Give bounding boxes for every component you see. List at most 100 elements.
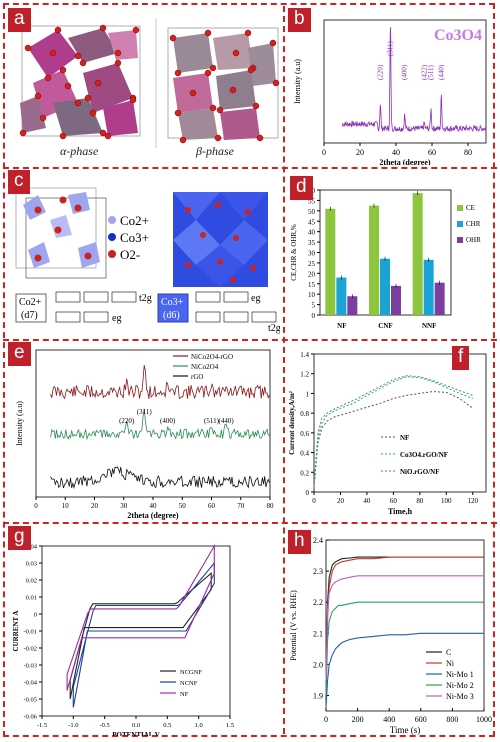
legend-co-ions: Co2+ Co3+ O2- [108, 213, 149, 262]
x-tick-label-e-4: 40 [150, 502, 158, 510]
row-divider-3 [3, 522, 497, 524]
bar-d-OHR-NNF [434, 282, 445, 315]
legend-swatch-d-0 [457, 205, 463, 211]
y-tick-label-f-4: 0.8 [300, 410, 309, 418]
y-axis-label-f: Current density,A/m² [288, 391, 296, 455]
legend-text-d-2: OHR [466, 236, 481, 244]
panel-label-a: a [8, 8, 31, 32]
peak-label-b-1: (311) [386, 40, 394, 56]
x-tick-label-g-6: 1.5 [226, 722, 234, 729]
series-line-b [341, 27, 487, 133]
spinel-cube-structure [15, 187, 107, 279]
x-tick-label-b-1: 20 [356, 148, 364, 157]
y-tick-label-g-3: -0.03 [23, 663, 37, 670]
peak-label-b-2: (400) [401, 64, 409, 80]
y-axis-label-d: CE,CHR & OHR,% [290, 224, 298, 281]
y-tick-label-g-4: -0.02 [23, 646, 37, 653]
row-divider-2 [3, 339, 497, 341]
plot-frame-e [35, 349, 271, 498]
x-tick-label-g-2: -0.5 [100, 722, 110, 729]
y-tick-label-h-1: 2.0 [313, 660, 323, 669]
legend-text-h-4: Ni-Mo 3 [446, 692, 474, 701]
x-tick-label-b-2: 40 [392, 148, 400, 157]
category-label-d-1: CNF [378, 322, 392, 330]
y-axis-label-h: Potential (V vs. RHE) [289, 590, 298, 661]
x-tick-label-h-3: 600 [415, 715, 427, 724]
legend-text-h-3: Ni-Mo 2 [446, 681, 474, 690]
co3-electron-config: Co3+ (d6) eg t2g [157, 291, 281, 334]
legend-text-d-0: CE [466, 204, 475, 212]
y-tick-label-d-2: 10 [308, 291, 316, 299]
figure-frame [3, 3, 495, 737]
x-tick-label-g-3: 0.0 [132, 722, 140, 729]
legend-text-g-2: NF [180, 691, 189, 698]
cobalt-structure-illustration: Co2+ Co3+ O2- Co2+ (d7) t2g eg [15, 187, 281, 334]
x-tick-label-e-2: 20 [91, 502, 99, 510]
y-tick-label-g-2: -0.04 [23, 680, 37, 687]
x-axis-label-b: 2theta (degree) [379, 158, 431, 165]
legend-swatch-d-2 [457, 237, 463, 243]
eg-label-co2: eg [112, 313, 121, 324]
y-tick-label-g-8: 0.02 [26, 578, 37, 585]
legend-text-h-2: Ni-Mo 1 [446, 670, 474, 679]
y-tick-label-d-8: 40 [308, 229, 316, 237]
x-axis-label-e: 2theta (degree) [127, 511, 179, 520]
co2-electron-config: Co2+ (d7) t2g eg [15, 291, 152, 324]
x-tick-label-h-1: 200 [352, 715, 364, 724]
y-tick-label-d-4: 20 [308, 270, 316, 278]
legend-text-h-1: Ni [446, 659, 455, 668]
x-tick-label-f-6: 120 [468, 497, 479, 505]
x-tick-label-e-6: 60 [208, 502, 216, 510]
peak-label-e-3: (511) [204, 417, 220, 425]
beta-phase-structure [167, 27, 280, 144]
x-tick-label-e-1: 10 [62, 502, 70, 510]
t2g-label-co2: t2g [139, 293, 152, 304]
legend-text-e-2: rGO [191, 373, 203, 381]
peak-label-e-2: (400) [160, 417, 176, 425]
eg-label-co3: eg [251, 293, 260, 304]
chart-e: 0 10 20 30 40 50 60 70 80 2theta (degree) Intensit… [15, 349, 274, 520]
peak-label-b-0: (220) [376, 64, 384, 80]
panel-label-h: h [288, 530, 311, 554]
peak-label-b-3: (422) [420, 64, 428, 80]
x-tick-label-b-4: 80 [464, 148, 472, 157]
plot-frame-f [313, 353, 487, 493]
chart-b: 0 20 40 60 80 2theta (degree) Intensity (a.u) C… [293, 19, 487, 165]
x-tick-label-f-3: 60 [390, 497, 398, 505]
x-tick-label-g-1: -1.0 [68, 722, 78, 729]
bar-d-CHR-NF [336, 277, 347, 315]
legend-text-d-1: CHR [466, 220, 481, 228]
peak-label-b-4: (511) [427, 64, 435, 80]
legend-text-f-0: NF [400, 434, 409, 442]
bar-d-OHR-NF [347, 296, 358, 315]
panel-label-c: c [8, 170, 30, 194]
x-tick-label-h-4: 800 [446, 715, 458, 724]
panel-label-d: d [290, 176, 313, 200]
legend-co3: Co3+ [120, 230, 149, 245]
legend-o2: O2- [120, 247, 140, 262]
bar-d-CHR-CNF [380, 258, 390, 315]
co2-ion-label: Co2+ [19, 297, 42, 308]
y-axis-label-b: Intensity (a.u) [293, 59, 302, 104]
legend-text-g-0: NCGNF [180, 669, 202, 676]
cv-loop-g-1 [72, 561, 215, 708]
series-line-h-4 [325, 575, 484, 680]
y-tick-label-g-1: -0.05 [23, 697, 37, 704]
category-label-d-0: NF [337, 322, 346, 330]
y-tick-label-g-0: -0.06 [23, 714, 37, 721]
peak-label-e-0: (311) [137, 408, 153, 416]
x-tick-label-e-5: 50 [179, 502, 187, 510]
panel-label-b: b [288, 8, 311, 32]
x-axis-label-g: POTENTIAL V [112, 731, 160, 736]
y-tick-label-d-11: 55 [308, 197, 316, 205]
legend-text-e-0: NiCo2O4-rGO [191, 353, 233, 361]
y-tick-label-d-3: 15 [308, 281, 316, 289]
blue-polyhedra-structure [173, 192, 268, 287]
y-tick-label-d-1: 5 [312, 302, 316, 310]
y-tick-label-d-7: 35 [308, 239, 316, 247]
series-line-e-1 [50, 408, 270, 441]
legend-swatch-d-1 [457, 221, 463, 227]
x-tick-label-e-3: 30 [120, 502, 128, 510]
y-tick-label-f-5: 1 [306, 390, 310, 398]
co3-config: (d6) [163, 310, 180, 321]
